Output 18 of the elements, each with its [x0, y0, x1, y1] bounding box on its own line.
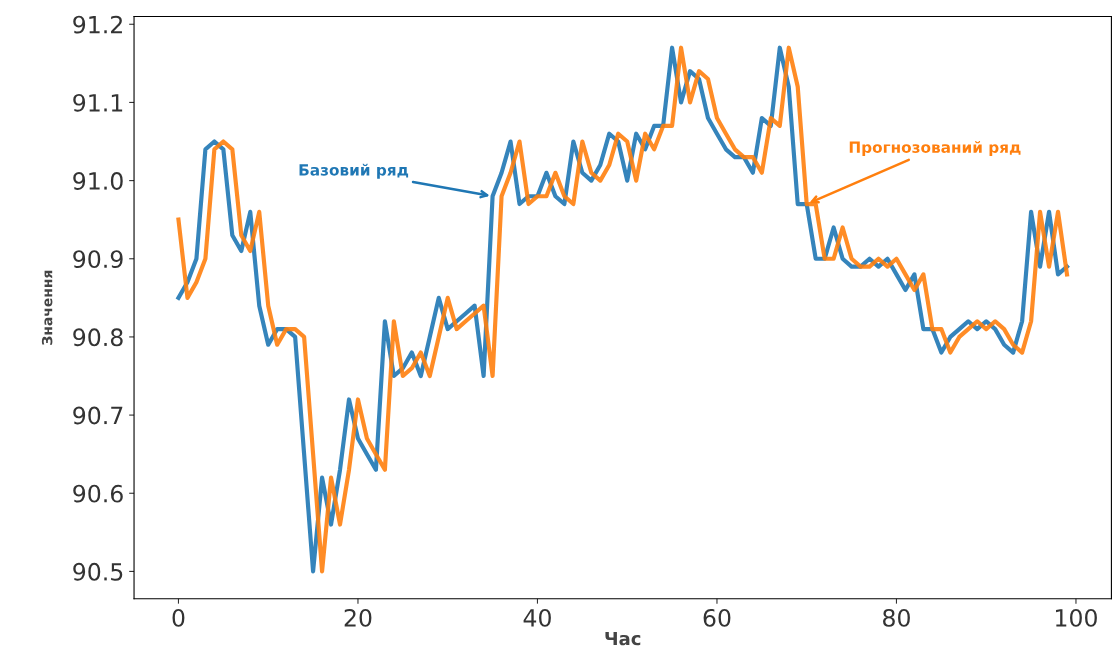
y-axis-title: Значення	[41, 270, 53, 345]
y-tick-label: 90.8	[73, 328, 123, 347]
y-tick-label: 91.1	[73, 93, 123, 112]
annotation: Базовий ряд	[299, 163, 409, 179]
y-tick-label: 90.9	[73, 250, 123, 269]
x-tick-label: 0	[172, 608, 185, 627]
x-tick-label: 100	[1056, 608, 1097, 627]
y-tick-label: 91.2	[73, 15, 122, 34]
x-axis-title: Час	[605, 631, 641, 646]
y-tick-label: 90.5	[73, 562, 123, 581]
y-tick-label: 91.0	[73, 172, 123, 190]
x-tick-label: 80	[883, 608, 910, 627]
x-tick-label: 20	[344, 608, 372, 627]
x-tick-label: 40	[523, 608, 551, 627]
x-tick-label: 60	[703, 608, 731, 627]
y-tick-label: 90.6	[73, 484, 123, 503]
annotation: Прогнозований ряд	[849, 141, 1021, 156]
y-tick-label: 90.7	[73, 406, 123, 425]
